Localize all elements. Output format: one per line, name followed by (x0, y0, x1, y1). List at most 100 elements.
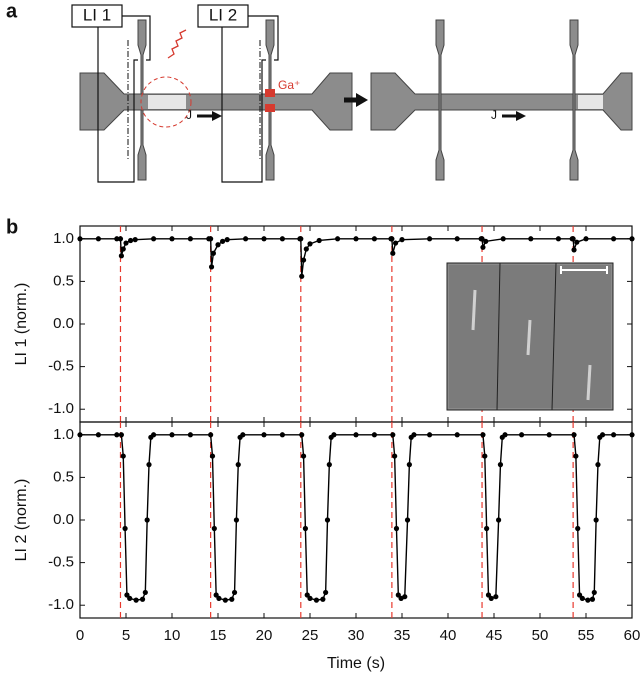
data-point (528, 236, 534, 242)
data-point (570, 236, 576, 242)
data-point (220, 238, 226, 244)
data-point (353, 236, 359, 242)
data-point (169, 236, 175, 242)
data-point (279, 236, 285, 242)
data-point (611, 236, 617, 242)
data-point (324, 517, 331, 523)
x-tick-label: 45 (486, 627, 503, 644)
data-point (122, 525, 128, 532)
data-point (406, 462, 412, 468)
data-point (299, 432, 305, 438)
data-point (502, 432, 508, 438)
data-point (546, 432, 552, 438)
y-tick-label: -0.5 (48, 554, 74, 571)
data-point (392, 453, 398, 459)
data-point (151, 432, 157, 438)
data-point (118, 432, 124, 438)
data-point (574, 239, 580, 245)
data-point (316, 237, 322, 244)
data-point (331, 432, 337, 438)
data-point (208, 236, 214, 242)
data-point (120, 453, 126, 459)
data-point (187, 236, 193, 242)
data-point (139, 596, 146, 602)
data-point (123, 240, 129, 246)
data-point (595, 462, 601, 468)
x-tick-label: 35 (394, 627, 411, 644)
data-point (497, 462, 504, 468)
data-point (142, 589, 148, 596)
data-point (402, 594, 408, 600)
data-point (95, 236, 101, 242)
data-point (390, 250, 396, 256)
current-label: J (491, 108, 497, 122)
y-tick-label: 0.5 (53, 272, 74, 289)
data-point (117, 236, 124, 242)
y-tick-label: 1.0 (53, 230, 74, 247)
data-point (208, 264, 215, 270)
data-point (208, 432, 214, 438)
x-tick-label: 40 (440, 627, 457, 644)
data-point (629, 236, 635, 242)
data-point (261, 236, 267, 242)
data-point (573, 453, 579, 459)
data-point (555, 236, 562, 242)
x-tick-label: 50 (532, 627, 549, 644)
data-point (144, 517, 150, 523)
data-point (371, 432, 377, 438)
data-point (571, 432, 577, 438)
data-point (583, 236, 589, 242)
device-left (71, 4, 353, 183)
ion-label: Ga⁺ (278, 78, 300, 92)
data-point (323, 589, 329, 596)
y-axis-label: LI 1 (norm.) (13, 283, 30, 366)
data-point (493, 594, 499, 600)
data-point (303, 246, 309, 252)
data-point (261, 432, 267, 438)
data-point (488, 595, 494, 602)
data-point (235, 462, 241, 468)
data-point (229, 596, 235, 602)
data-point (216, 595, 222, 602)
data-point (127, 595, 133, 602)
data-point (454, 236, 460, 242)
data-point (589, 596, 596, 602)
current-label: J (186, 108, 192, 122)
data-point (593, 517, 599, 523)
data-point (393, 525, 400, 532)
data-point (496, 517, 502, 523)
data-point (114, 432, 120, 438)
data-point (279, 432, 285, 438)
y-axis-label: LI 2 (norm.) (13, 479, 30, 562)
data-point (77, 236, 83, 242)
data-point (326, 462, 332, 468)
x-tick-label: 5 (122, 627, 130, 644)
data-point (307, 595, 313, 602)
data-point (484, 525, 490, 532)
data-point (399, 237, 405, 243)
data-point (146, 462, 152, 468)
x-tick-label: 10 (164, 627, 181, 644)
data-point (482, 453, 488, 459)
x-tick-label: 0 (76, 627, 84, 644)
x-tick-label: 30 (348, 627, 365, 644)
data-point (211, 525, 217, 532)
data-point (390, 432, 396, 438)
data-point (480, 432, 486, 438)
data-point (151, 236, 157, 242)
data-point (479, 236, 485, 242)
data-point (133, 597, 139, 603)
x-axis-label: Time (s) (327, 655, 385, 672)
data-point (215, 242, 221, 248)
lockin-label: LI 1 (83, 5, 111, 24)
plot-frame (79, 421, 633, 619)
data-point (519, 432, 525, 438)
data-line (80, 434, 632, 601)
y-tick-label: 0.5 (53, 468, 74, 485)
panel-label: b (6, 216, 18, 238)
y-tick-label: 1.0 (53, 426, 74, 443)
data-point (77, 432, 83, 438)
data-point (371, 236, 377, 242)
data-point (302, 525, 308, 532)
